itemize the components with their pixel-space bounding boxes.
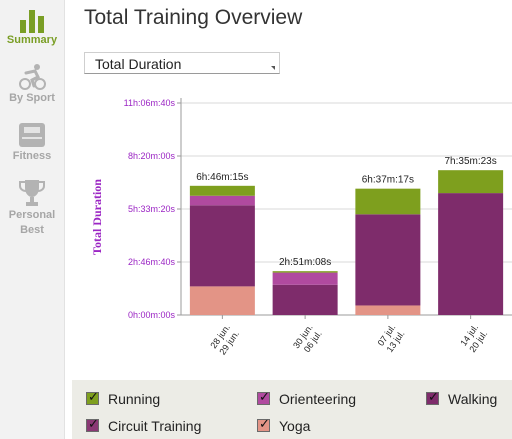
chart-canvas: 0h:00m:00s 2h:46m:40s 5h:33m:20s 8h:20m:00s… — [90, 98, 512, 357]
check-icon: ✓ — [428, 389, 439, 404]
x-tick-label: 28 jun.29 jun. — [208, 322, 241, 356]
sidebar-item-label: Fitness — [12, 150, 52, 162]
legend-label: Yoga — [279, 418, 311, 434]
check-icon: ✓ — [259, 389, 270, 404]
sidebar-item-label: By Sport — [9, 92, 55, 104]
legend-label: Walking — [448, 391, 498, 407]
bar-segment-orienteering — [272, 272, 338, 285]
legend-checkbox-orienteering[interactable]: ✓ — [257, 389, 270, 405]
legend-checkbox-running[interactable]: ✓ — [86, 389, 99, 405]
sidebar-item-fitness[interactable]: Fitness — [0, 121, 64, 164]
metric-dropdown[interactable]: Total Duration — [84, 52, 280, 74]
bar-total-label: 2h:51m:08s — [279, 257, 331, 268]
x-tick-label: 14 jul.20 jul. — [458, 322, 489, 354]
bar-total-label: 7h:35m:23s — [444, 156, 496, 167]
legend-label: Running — [108, 391, 161, 407]
sidebar-item-label: Personal — [8, 209, 56, 221]
legend-label: Circuit Training — [108, 418, 202, 434]
sidebar-item-summary[interactable]: Summary — [0, 5, 64, 48]
cyclist-icon — [19, 64, 46, 90]
bar-segment-running — [189, 185, 255, 196]
y-tick-label: 5h:33m:20s — [128, 204, 176, 214]
trophy-icon — [19, 180, 45, 206]
sidebar: Summary By Sport Fitness Personal Best — [0, 0, 65, 439]
bar-segment-walking — [272, 284, 338, 315]
sidebar-item-label: Best — [20, 224, 44, 236]
y-tick-label: 2h:46m:40s — [128, 257, 176, 267]
legend-checkbox-circuit-training[interactable]: ✓ — [86, 416, 99, 432]
check-icon: ✓ — [88, 416, 99, 431]
legend-checkbox-yoga[interactable]: ✓ — [257, 416, 270, 432]
bar-segment-walking — [189, 205, 255, 287]
scale-icon — [19, 123, 45, 147]
sidebar-item-personal-best[interactable]: Personal Best — [0, 178, 64, 238]
bar-segment-yoga — [355, 305, 421, 315]
y-tick-label: 11h:06m:40s — [124, 98, 176, 108]
bar-total-label: 6h:46m:15s — [196, 172, 248, 183]
bar-segment-yoga — [189, 286, 255, 315]
metric-dropdown-value: Total Duration — [95, 56, 182, 72]
y-axis-title: Total Duration — [90, 179, 104, 255]
chart-legend: ✓ Running ✓ Orienteering ✓ Walking ✓ Cir… — [72, 380, 512, 439]
bar-segment-running — [355, 188, 421, 215]
bar-chart-icon — [20, 10, 44, 33]
legend-checkbox-walking[interactable]: ✓ — [426, 389, 439, 405]
x-tick-label: 07 jul.13 jul. — [376, 322, 407, 354]
bar-segment-running — [272, 271, 338, 273]
legend-label: Orienteering — [279, 391, 357, 407]
bar-total-label: 6h:37m:17s — [362, 175, 414, 186]
sidebar-item-by-sport[interactable]: By Sport — [0, 63, 64, 106]
bar-segment-walking — [355, 214, 421, 306]
y-tick-label: 8h:20m:00s — [128, 151, 176, 161]
dropdown-corner-icon — [271, 66, 275, 70]
x-tick-label: 30 jun.06 jul. — [291, 322, 324, 356]
y-tick-label: 0h:00m:00s — [128, 310, 176, 320]
check-icon: ✓ — [259, 416, 270, 431]
stacked-bar-chart: 0h:00m:00s 2h:46m:40s 5h:33m:20s 8h:20m:00s… — [70, 88, 512, 380]
page-title: Total Training Overview — [84, 6, 303, 29]
sidebar-item-label: Summary — [6, 34, 58, 46]
check-icon: ✓ — [88, 389, 99, 404]
bar-segment-orienteering — [189, 195, 255, 206]
bar-segment-walking — [438, 193, 504, 315]
bar-segment-running — [438, 170, 504, 194]
